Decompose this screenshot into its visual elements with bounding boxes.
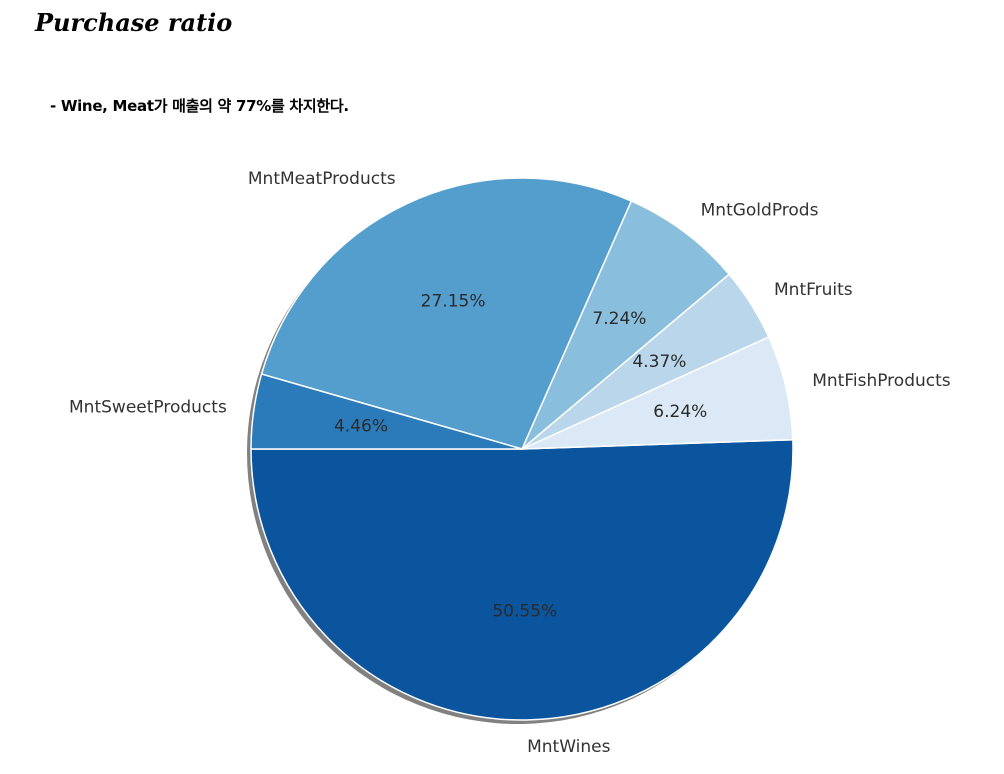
- slice-label-mnt-fruits: MntFruits: [774, 280, 853, 300]
- pie-slices: [250, 177, 794, 721]
- slice-mnt-gold-prods: [521, 200, 730, 450]
- slice-label-mnt-meat-products: MntMeatProducts: [248, 169, 396, 189]
- chart-title: Purchase ratio: [35, 8, 233, 37]
- slice-percent-mnt-fruits: 4.37%: [632, 352, 686, 372]
- slice-percent-mnt-fish-products: 6.24%: [653, 402, 707, 422]
- slice-mnt-sweet-products: [250, 373, 523, 450]
- slice-percent-mnt-meat-products: 27.15%: [421, 292, 486, 312]
- slice-mnt-meat-products: [260, 177, 633, 450]
- pie-labels: MntWines 50.55% MntFishProducts 6.24% MntFru…: [69, 169, 951, 757]
- chart-subtitle: - Wine, Meat가 매출의 약 77%를 차지한다.: [50, 97, 349, 115]
- slice-mnt-wines: [250, 438, 794, 721]
- slice-label-mnt-gold-prods: MntGoldProds: [701, 200, 819, 220]
- slice-label-mnt-wines: MntWines: [527, 737, 610, 757]
- slice-label-mnt-sweet-products: MntSweetProducts: [69, 397, 227, 417]
- slice-percent-mnt-gold-prods: 7.24%: [592, 309, 646, 329]
- slice-label-mnt-fish-products: MntFishProducts: [812, 371, 951, 391]
- slice-percent-mnt-wines: 50.55%: [492, 602, 557, 622]
- slice-percent-mnt-sweet-products: 4.46%: [334, 416, 388, 436]
